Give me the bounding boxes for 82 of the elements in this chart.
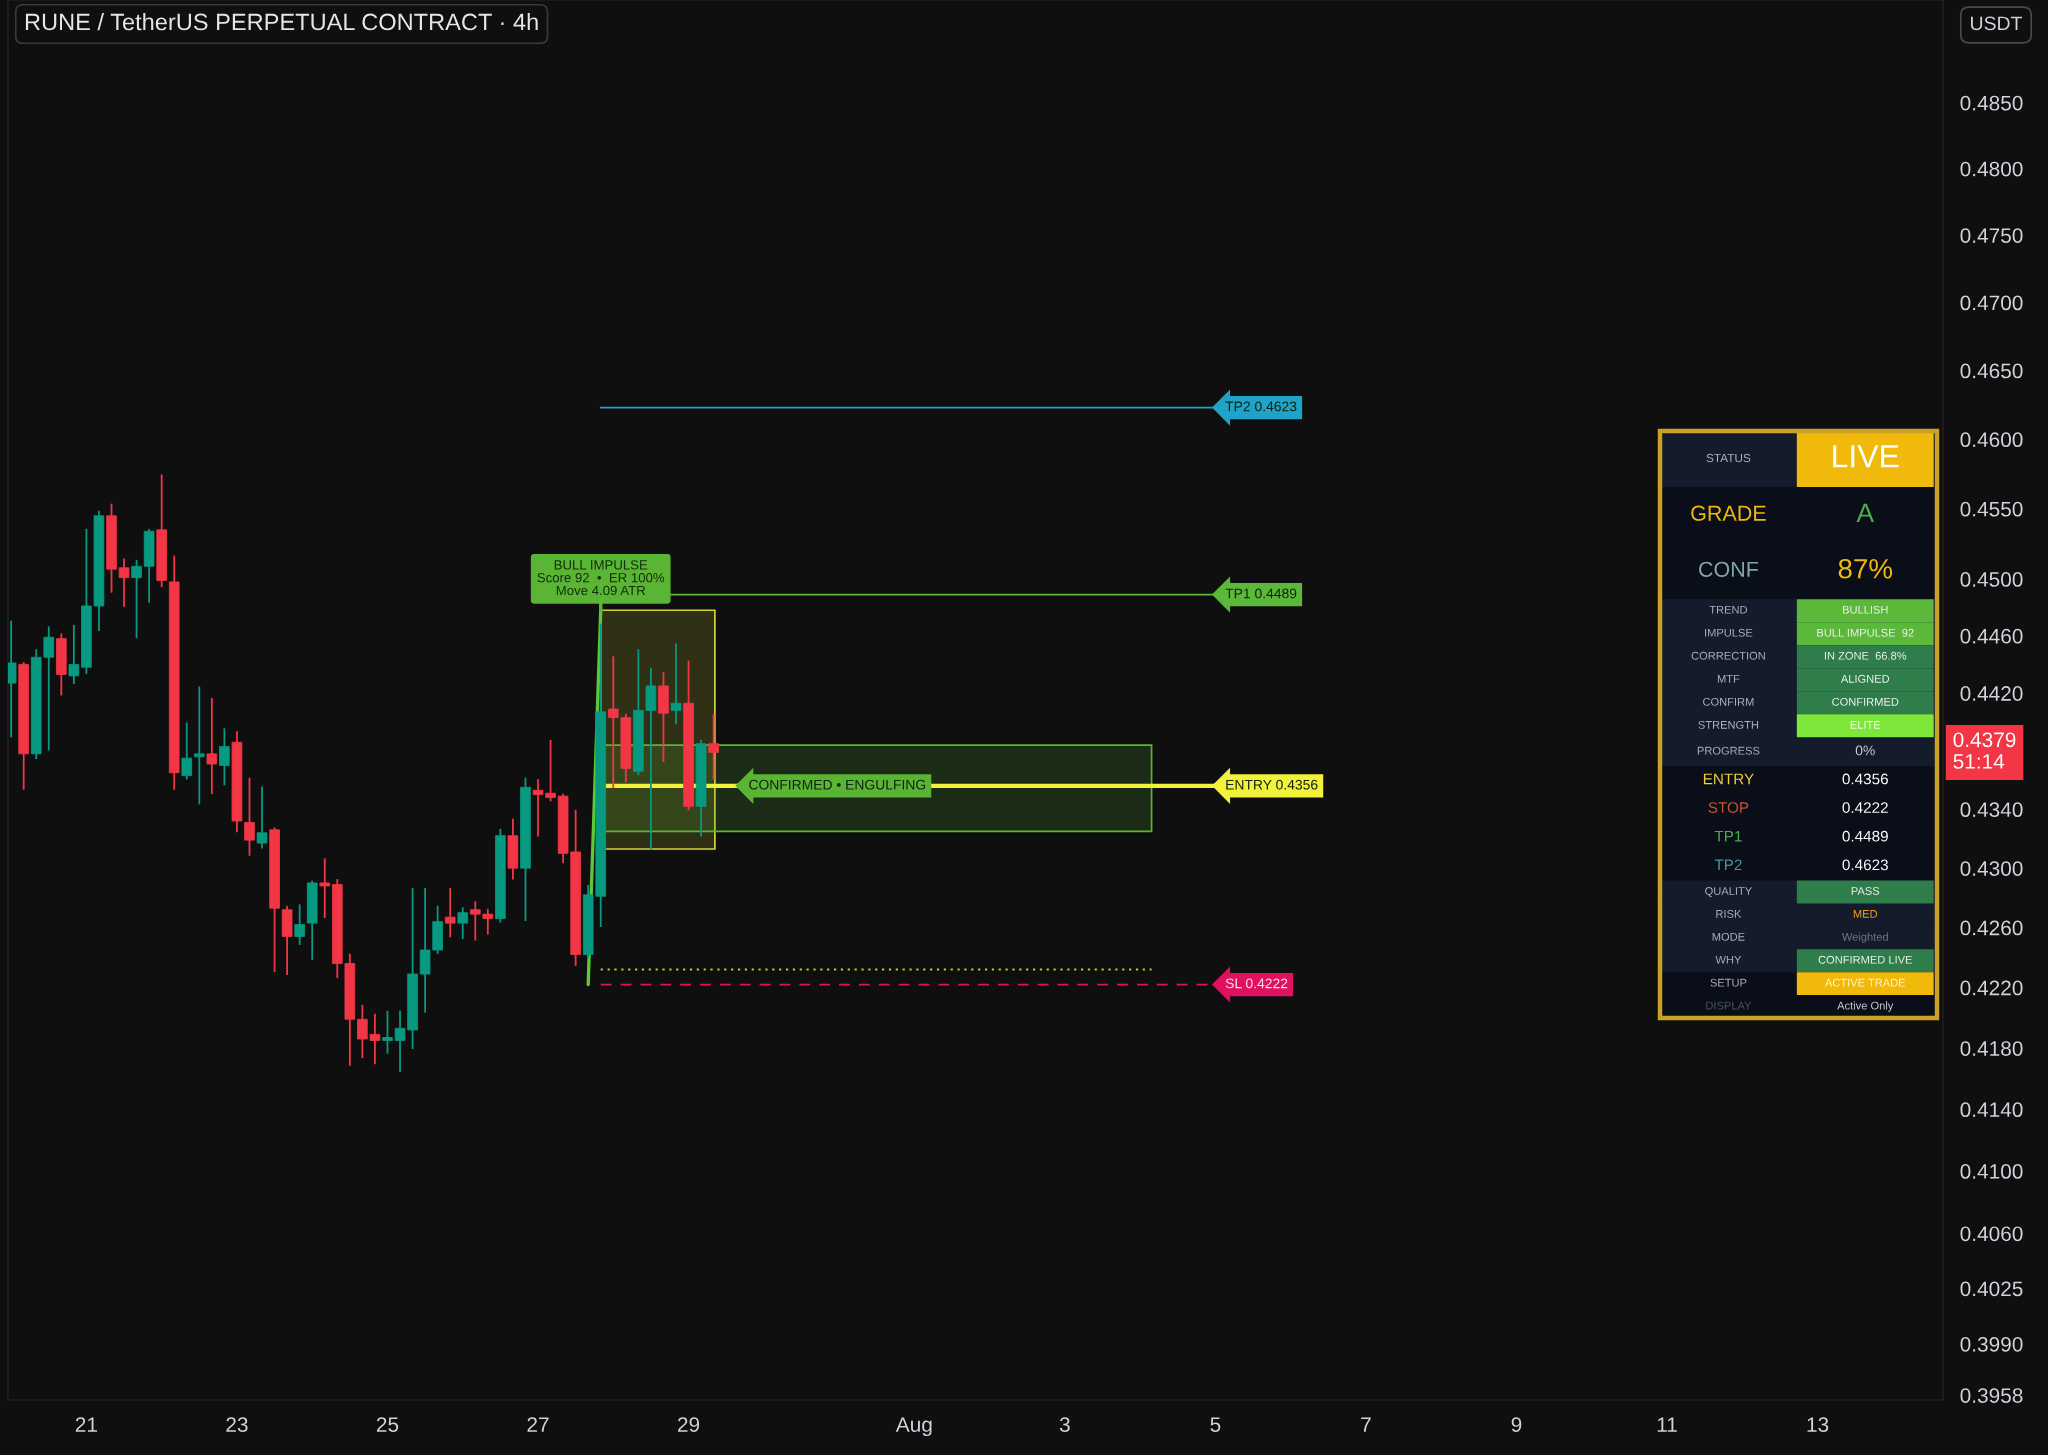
x-tick-label: Aug (895, 1417, 932, 1437)
x-tick-label: 23 (226, 1417, 248, 1432)
x-tick-label: 5 (1210, 1417, 1221, 1432)
annotation: A (1856, 503, 1874, 522)
x-tick-label: 9 (1511, 1417, 1522, 1432)
annotation: SETUP (1710, 978, 1747, 987)
annotation: RISK (1716, 909, 1742, 918)
annotation: GRADE (1691, 505, 1766, 521)
ref-line-label: TP1 0.4489 (1225, 588, 1297, 599)
annotation: CONFIRMED LIVE (1818, 955, 1913, 964)
annotation: 0.4489 (1842, 830, 1888, 842)
annotation: STATUS (1706, 453, 1751, 463)
y-tick-label: 0.4025 (1960, 1281, 2023, 1297)
annotation: CONFIRMED (1832, 697, 1899, 706)
annotation: Weighted (1841, 932, 1888, 943)
annotation: 0.4356 (1842, 773, 1888, 785)
y-tick-label: 0.4750 (1960, 228, 2023, 243)
x-tick-label: 13 (1807, 1417, 1829, 1432)
annotation: ELITE (1850, 721, 1881, 729)
annotation: WHY (1715, 955, 1742, 964)
annotation: 87% (1838, 558, 1893, 579)
x-tick-label: 11 (1657, 1417, 1677, 1432)
y-tick-label: 0.4650 (1960, 363, 2023, 379)
y-tick-label: 0.3990 (1960, 1336, 2023, 1352)
y-tick-label: 0.4420 (1960, 686, 2023, 701)
y-tick-label: 0.4100 (1960, 1164, 2023, 1179)
y-tick-label: 0.4220 (1960, 980, 2023, 996)
annotation: 0% (1855, 745, 1875, 756)
y-tick-label: 0.3958 (1960, 1388, 2023, 1403)
annotation: IMPULSE (1705, 628, 1753, 637)
y-tick-label: 0.4140 (1960, 1102, 2023, 1118)
annotation: CORRECTION (1691, 651, 1765, 660)
annotation: TP2 (1714, 859, 1742, 871)
annotation: 0.4222 (1842, 802, 1888, 813)
chart-title: RUNE / TetherUS PERPETUAL CONTRACT · 4h (25, 13, 538, 31)
annotation: ACTIVE TRADE (1824, 978, 1906, 987)
annotation: MODE (1712, 932, 1745, 941)
annotation: DISPLAY (1706, 1001, 1752, 1010)
ref-line-label: SL 0.4222 (1225, 978, 1288, 989)
ref-line-label: TP2 0.4623 (1225, 401, 1297, 412)
annotation: 0.4623 (1842, 859, 1888, 871)
annotation: PROGRESS (1697, 746, 1760, 755)
annotation: TP1 (1714, 830, 1742, 842)
annotation: STRENGTH (1698, 720, 1759, 729)
annotation: ENTRY (1703, 773, 1754, 785)
x-tick-label: 7 (1361, 1417, 1371, 1432)
y-tick-label: 0.4180 (1960, 1041, 2023, 1056)
ref-line-label: ENTRY 0.4356 (1226, 779, 1318, 790)
y-tick-label: 0.4850 (1960, 95, 2023, 111)
x-tick-label: 3 (1059, 1417, 1070, 1432)
annotation: BULLISH (1843, 605, 1888, 614)
y-tick-label: 0.4060 (1960, 1226, 2023, 1242)
annotation: BULL IMPULSE Score 92 • ER 100% Move 4.09 ATR (537, 560, 665, 596)
text: 0.4379 51:14 (1953, 732, 2016, 769)
text: USDT (1971, 16, 2023, 31)
y-tick-label: 0.4700 (1960, 295, 2023, 311)
annotation: PASS (1851, 887, 1880, 895)
annotation: LIVE (1833, 445, 1899, 468)
x-tick-label: 29 (678, 1417, 700, 1432)
x-tick-label: 25 (376, 1417, 399, 1432)
annotation: ALIGNED (1840, 674, 1890, 683)
y-tick-label: 0.4500 (1960, 572, 2023, 587)
annotation: QUALITY (1705, 887, 1752, 897)
annotation: STOP (1708, 802, 1749, 813)
y-tick-label: 0.4460 (1960, 628, 2023, 644)
y-tick-label: 0.4300 (1960, 861, 2023, 876)
x-tick-label: 21 (75, 1417, 97, 1432)
annotation: MED (1853, 910, 1878, 918)
annotation: CONFIRM (1703, 697, 1754, 706)
annotation: BULL IMPULSE 92 (1817, 628, 1914, 637)
annotation: Active Only (1837, 1001, 1894, 1012)
y-tick-label: 0.4800 (1960, 161, 2023, 177)
y-tick-label: 0.4550 (1960, 501, 2023, 517)
annotation: IN ZONE 66.8% (1824, 651, 1907, 660)
annotation: MTF (1717, 674, 1740, 683)
annotation: TREND (1709, 605, 1748, 614)
y-tick-label: 0.4340 (1960, 802, 2023, 818)
y-tick-label: 0.4260 (1960, 920, 2023, 936)
annotation: CONFIRMED • ENGULFING (749, 779, 926, 790)
y-tick-label: 0.4600 (1960, 432, 2023, 448)
x-tick-label: 27 (527, 1417, 549, 1432)
annotation: CONF (1699, 561, 1759, 577)
